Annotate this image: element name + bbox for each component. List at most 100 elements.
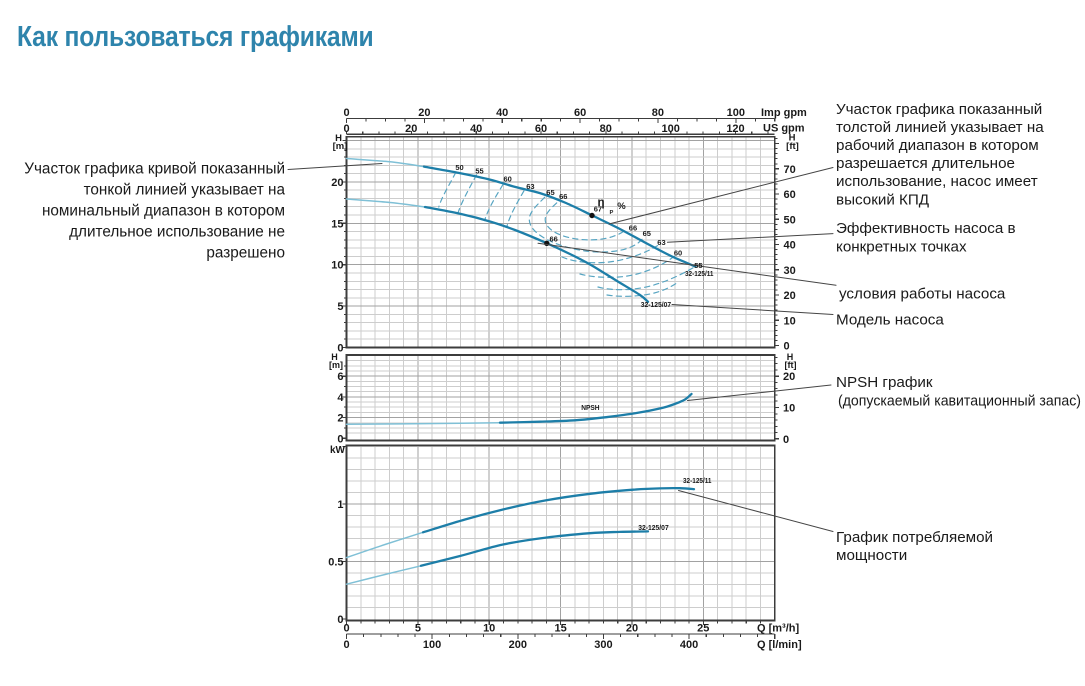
svg-text:График потребляемой: График потребляемой bbox=[836, 529, 993, 546]
svg-text:[ft]: [ft] bbox=[785, 360, 797, 370]
svg-text:63: 63 bbox=[657, 238, 665, 247]
svg-text:[ft]: [ft] bbox=[786, 141, 799, 152]
svg-text:Модель насоса: Модель насоса bbox=[836, 312, 944, 329]
svg-text:длительное использование не: длительное использование не bbox=[69, 224, 285, 241]
svg-text:63: 63 bbox=[526, 182, 534, 191]
svg-text:100: 100 bbox=[423, 639, 441, 651]
svg-text:67: 67 bbox=[594, 204, 602, 213]
svg-text:120: 120 bbox=[726, 123, 744, 135]
svg-text:20: 20 bbox=[626, 623, 638, 635]
svg-text:Q [m³/h]: Q [m³/h] bbox=[757, 623, 799, 635]
svg-text:66: 66 bbox=[559, 192, 567, 201]
svg-text:0: 0 bbox=[343, 107, 349, 119]
svg-text:0: 0 bbox=[337, 343, 343, 355]
svg-text:Участок графика показанный: Участок графика показанный bbox=[836, 101, 1042, 118]
svg-text:0.5: 0.5 bbox=[328, 557, 343, 569]
svg-text:25: 25 bbox=[697, 623, 709, 635]
svg-text:[m]: [m] bbox=[329, 360, 343, 370]
svg-text:65: 65 bbox=[546, 188, 554, 197]
svg-text:100: 100 bbox=[727, 107, 745, 119]
svg-text:50: 50 bbox=[784, 214, 796, 226]
svg-text:50: 50 bbox=[455, 163, 463, 172]
svg-text:65: 65 bbox=[643, 229, 651, 238]
svg-text:1: 1 bbox=[337, 499, 343, 511]
svg-text:0: 0 bbox=[343, 123, 349, 135]
svg-text:US gpm: US gpm bbox=[763, 123, 805, 135]
svg-text:20: 20 bbox=[418, 107, 430, 119]
svg-text:55: 55 bbox=[475, 167, 483, 176]
svg-text:80: 80 bbox=[652, 107, 664, 119]
svg-text:60: 60 bbox=[784, 189, 796, 201]
svg-text:Imp gpm: Imp gpm bbox=[761, 107, 807, 119]
svg-text:kW: kW bbox=[330, 445, 346, 456]
svg-text:40: 40 bbox=[470, 123, 482, 135]
svg-text:60: 60 bbox=[574, 107, 586, 119]
svg-text:(допускаемый кавитационный зап: (допускаемый кавитационный запас) bbox=[838, 392, 1081, 409]
svg-text:6: 6 bbox=[337, 371, 343, 383]
svg-text:200: 200 bbox=[509, 639, 527, 651]
svg-text:10: 10 bbox=[784, 315, 796, 327]
svg-text:66: 66 bbox=[550, 234, 558, 243]
svg-text:разрешено: разрешено bbox=[206, 245, 285, 262]
svg-text:η: η bbox=[598, 197, 605, 209]
svg-text:30: 30 bbox=[784, 265, 796, 277]
svg-text:20: 20 bbox=[783, 371, 795, 383]
svg-text:разрешается длительное: разрешается длительное bbox=[836, 155, 1015, 172]
svg-text:толстой линией указывает на: толстой линией указывает на bbox=[836, 119, 1044, 136]
svg-text:60: 60 bbox=[504, 175, 512, 184]
svg-text:10: 10 bbox=[331, 260, 343, 272]
svg-text:100: 100 bbox=[662, 123, 680, 135]
svg-text:5: 5 bbox=[415, 623, 421, 635]
svg-text:400: 400 bbox=[680, 639, 698, 651]
svg-text:60: 60 bbox=[674, 248, 682, 257]
svg-text:70: 70 bbox=[784, 164, 796, 176]
svg-text:высокий КПД: высокий КПД bbox=[836, 191, 929, 208]
svg-text:4: 4 bbox=[337, 392, 344, 404]
svg-text:NPSH график: NPSH график bbox=[836, 374, 933, 391]
svg-text:0: 0 bbox=[784, 341, 790, 353]
svg-text:66: 66 bbox=[629, 223, 637, 232]
svg-text:2: 2 bbox=[337, 413, 343, 425]
svg-text:40: 40 bbox=[784, 240, 796, 252]
svg-text:32-125/11: 32-125/11 bbox=[685, 269, 714, 278]
svg-text:Q [l/min]: Q [l/min] bbox=[757, 639, 802, 651]
svg-text:10: 10 bbox=[483, 623, 495, 635]
svg-text:80: 80 bbox=[600, 123, 612, 135]
svg-text:20: 20 bbox=[405, 123, 417, 135]
svg-text:H: H bbox=[789, 133, 796, 144]
svg-text:0: 0 bbox=[337, 433, 343, 445]
svg-text:40: 40 bbox=[496, 107, 508, 119]
svg-text:мощности: мощности bbox=[836, 547, 907, 564]
svg-text:10: 10 bbox=[783, 403, 795, 415]
svg-text:номинальный диапазон в котором: номинальный диапазон в котором bbox=[42, 203, 285, 220]
svg-text:Эффективность насоса в: Эффективность насоса в bbox=[836, 220, 1016, 237]
svg-text:конкретных точках: конкретных точках bbox=[836, 238, 967, 255]
svg-text:60: 60 bbox=[535, 123, 547, 135]
svg-text:15: 15 bbox=[331, 218, 343, 230]
svg-text:0: 0 bbox=[343, 623, 349, 635]
svg-text:NPSH: NPSH bbox=[581, 403, 599, 412]
svg-text:15: 15 bbox=[554, 623, 566, 635]
svg-text:0: 0 bbox=[343, 639, 349, 651]
svg-text:0: 0 bbox=[783, 434, 789, 446]
svg-text:20: 20 bbox=[331, 177, 343, 189]
svg-text:%: % bbox=[617, 201, 626, 212]
svg-text:H: H bbox=[331, 352, 338, 362]
svg-text:5: 5 bbox=[337, 301, 343, 313]
svg-text:0: 0 bbox=[337, 614, 343, 626]
svg-text:55: 55 bbox=[694, 261, 702, 270]
svg-text:32-125/11: 32-125/11 bbox=[683, 476, 712, 485]
svg-text:тонкой линией указывает на: тонкой линией указывает на bbox=[84, 182, 286, 199]
svg-text:условия работы насоса: условия работы насоса bbox=[839, 286, 1006, 303]
svg-text:рабочий диапазон в котором: рабочий диапазон в котором bbox=[836, 137, 1039, 154]
svg-text:[m]: [m] bbox=[333, 141, 348, 152]
svg-text:H: H bbox=[787, 352, 794, 362]
svg-text:32-125/07: 32-125/07 bbox=[638, 523, 668, 532]
svg-text:P: P bbox=[610, 210, 614, 216]
svg-text:Участок графика кривой показан: Участок графика кривой показанный bbox=[24, 161, 285, 178]
svg-text:H: H bbox=[335, 133, 342, 144]
svg-text:32-125/07: 32-125/07 bbox=[641, 300, 671, 309]
svg-text:20: 20 bbox=[784, 290, 796, 302]
svg-text:300: 300 bbox=[594, 639, 612, 651]
svg-text:использование, насос имеет: использование, насос имеет bbox=[836, 173, 1038, 190]
